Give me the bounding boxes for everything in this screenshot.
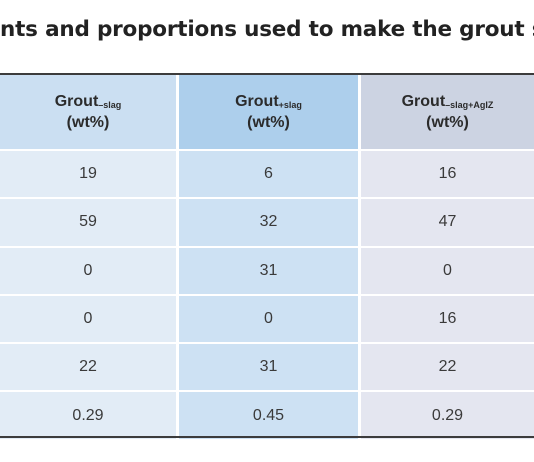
table-cell: 0 <box>179 295 361 343</box>
table-cell: 6 <box>179 151 361 198</box>
table-cell: 0.29 <box>361 392 534 439</box>
table-row: 0 31 0 <box>0 245 534 294</box>
column-header-subscript: –slag <box>98 100 122 110</box>
table-row: 0.29 0.45 0.29 <box>0 390 534 439</box>
column-header-unit: (wt%) <box>426 114 469 131</box>
table-cell: 0.45 <box>179 392 361 439</box>
table-cell: 31 <box>179 247 361 294</box>
table-row: 59 32 47 <box>0 197 534 246</box>
table-cell: 59 <box>0 199 179 246</box>
column-header-subscript: –slag+AgIZ <box>445 100 494 110</box>
table-row: 19 6 16 <box>0 149 534 198</box>
table-cell: 32 <box>179 199 361 246</box>
table-cell: 16 <box>361 151 534 198</box>
grout-proportions-table: Grout–slag (wt%) Grout+slag (wt%) Grout–… <box>0 75 534 439</box>
column-header-grout-plus-slag: Grout+slag (wt%) <box>179 75 361 149</box>
column-header-grout-minus-slag-agiz: Grout–slag+AgIZ (wt%) <box>361 75 534 149</box>
table-cell: 47 <box>361 199 534 246</box>
table-cell: 0 <box>361 247 534 294</box>
column-header-grout-minus-slag: Grout–slag (wt%) <box>0 75 179 149</box>
column-header-base: Grout <box>401 93 446 110</box>
table-cell: 0 <box>0 295 179 343</box>
table-cell: 0 <box>0 247 179 294</box>
column-header-subscript: +slag <box>278 100 302 110</box>
column-header-base: Grout <box>235 93 279 110</box>
table-cell: 31 <box>179 344 361 391</box>
table-cell: 19 <box>0 151 179 198</box>
column-header-unit: (wt%) <box>66 114 110 131</box>
table-header-row: Grout–slag (wt%) Grout+slag (wt%) Grout–… <box>0 75 534 149</box>
table-cell: 0.29 <box>0 392 179 439</box>
table-top-rule <box>0 73 534 75</box>
column-header-unit: (wt%) <box>247 114 290 131</box>
table-cell: 22 <box>361 344 534 391</box>
table-bottom-rule <box>0 436 534 438</box>
table-title: nts and proportions used to make the gro… <box>0 17 534 42</box>
table-row: 0 0 16 <box>0 293 534 343</box>
table-row: 22 31 22 <box>0 342 534 391</box>
column-header-base: Grout <box>54 93 99 110</box>
table-cell: 16 <box>361 295 534 343</box>
table-cell: 22 <box>0 344 179 391</box>
